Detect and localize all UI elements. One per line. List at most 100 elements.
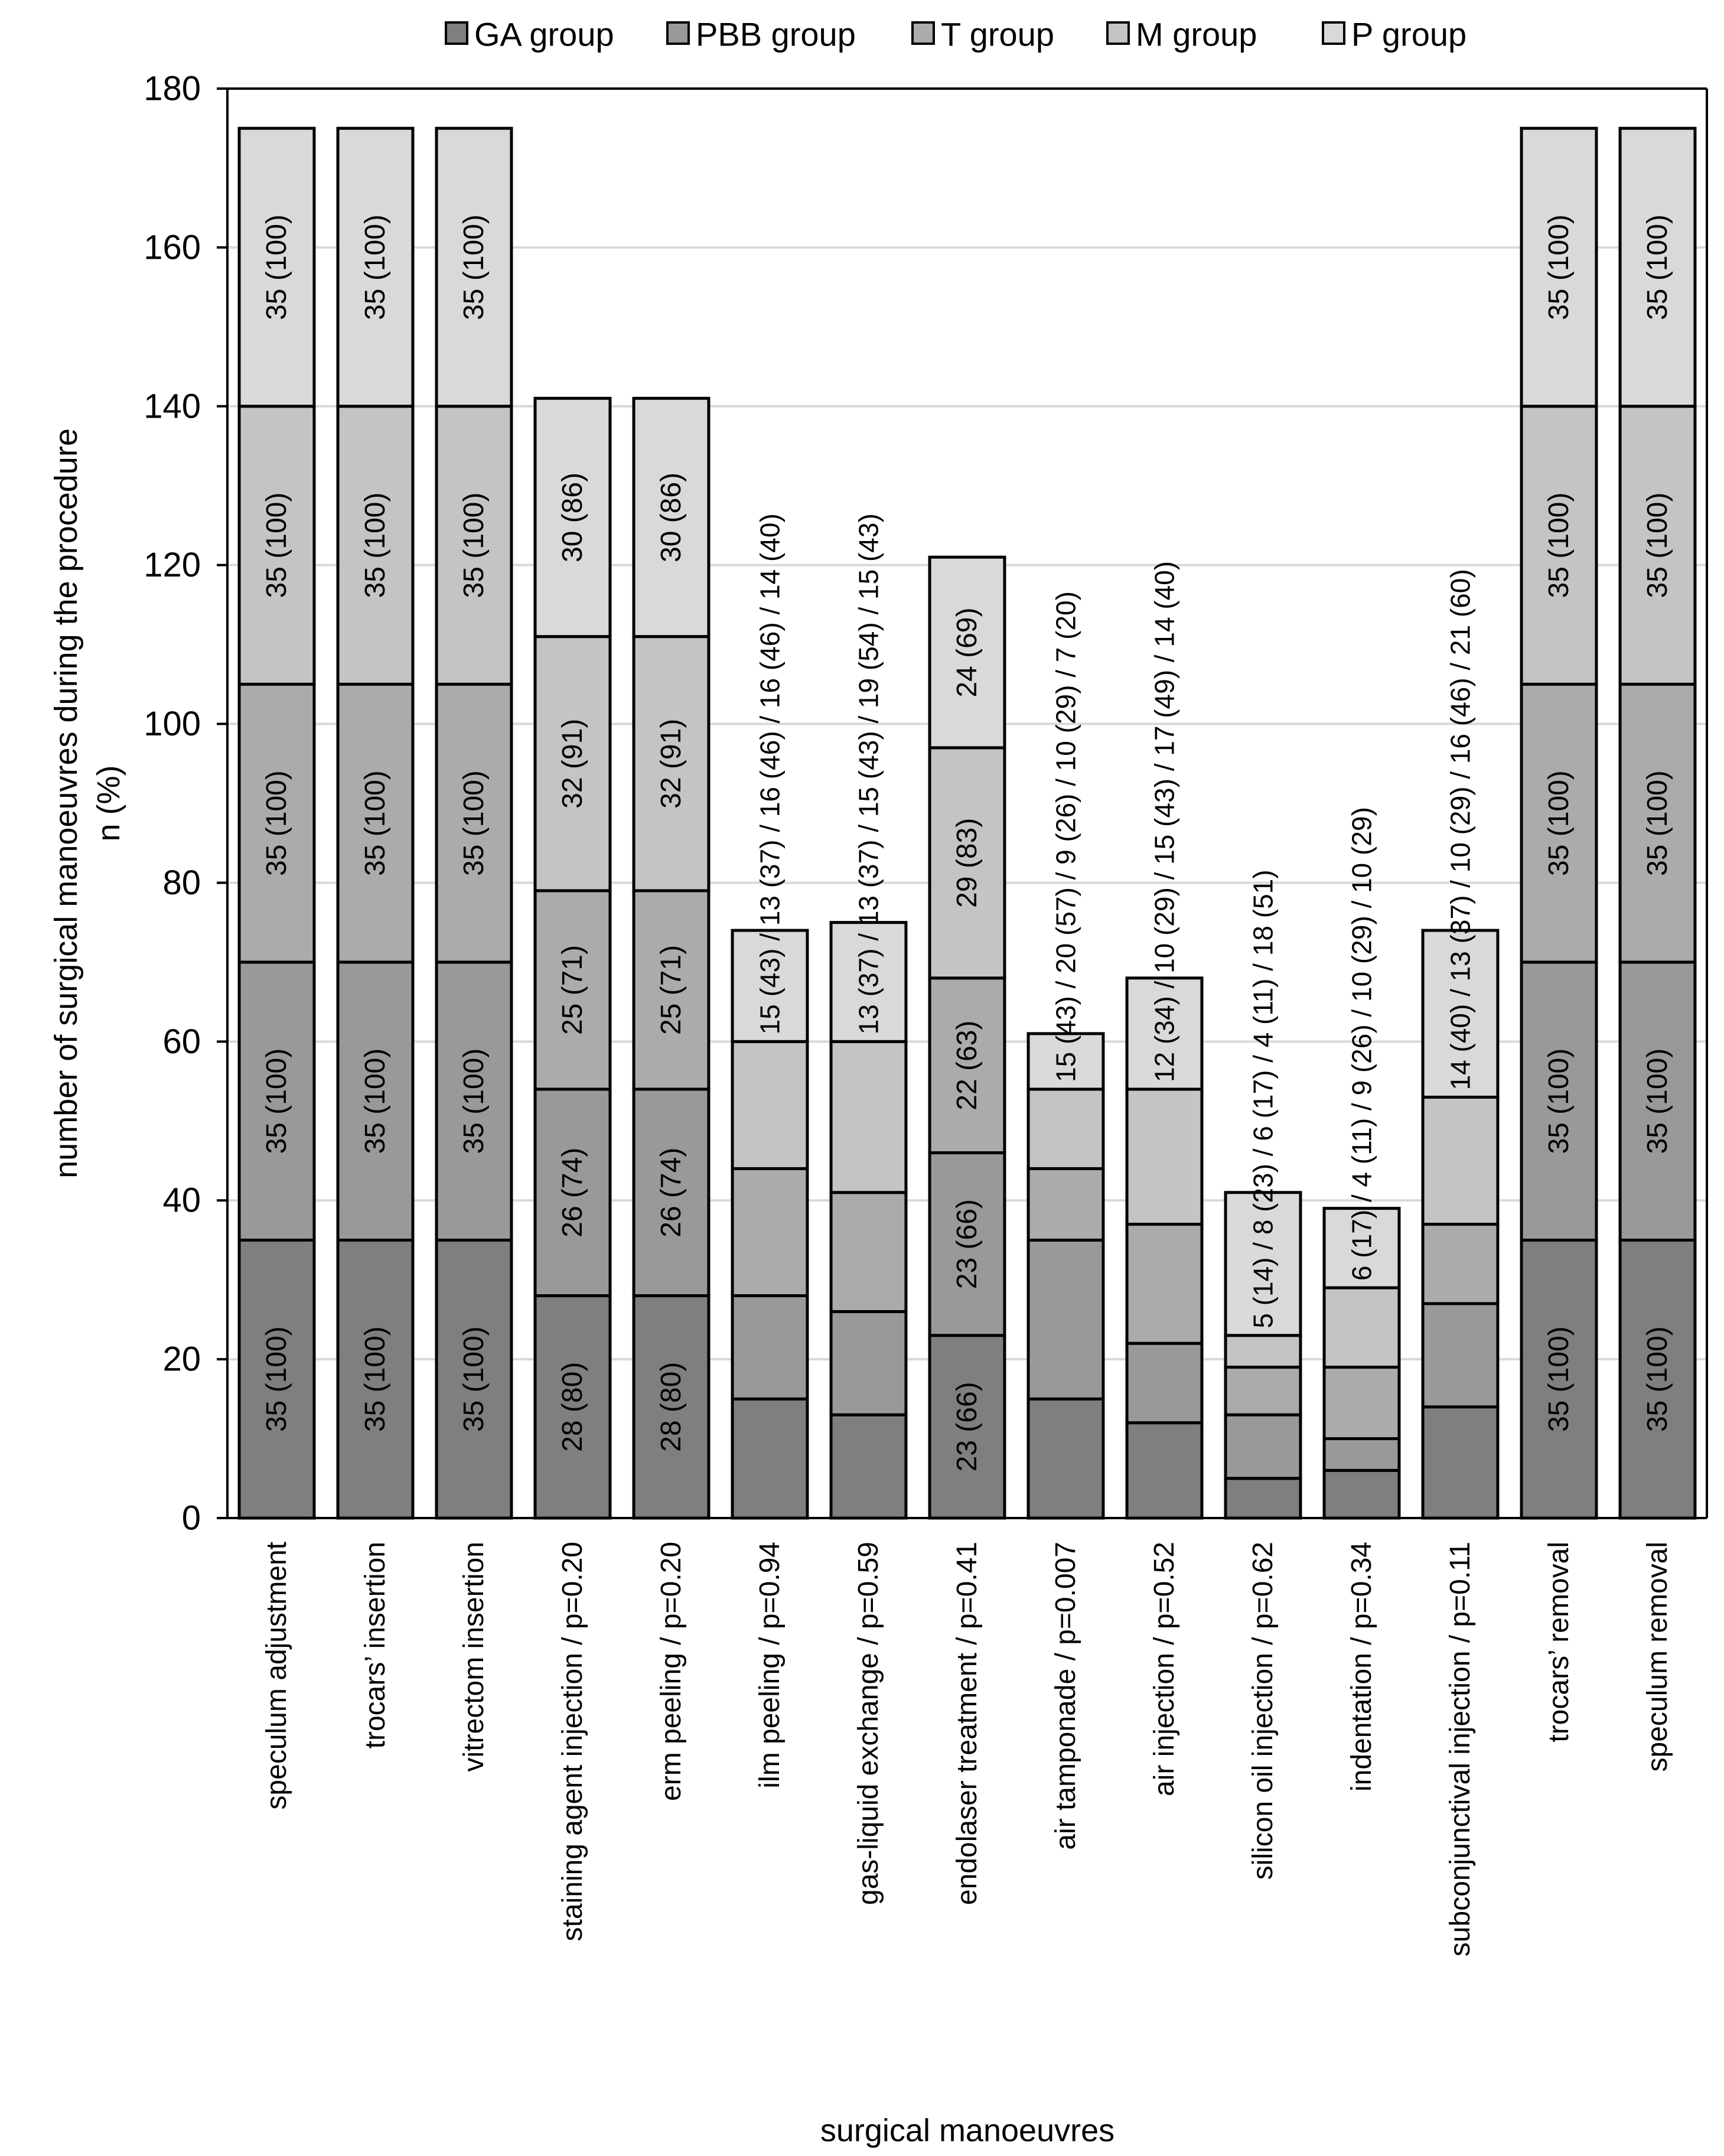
bar-segment-1-2: [336, 682, 415, 964]
bar-annotation-8: 15 (43) / 20 (57) / 9 (26) / 10 (29) / 7…: [1051, 591, 1081, 1082]
x-tick-label-3: staining agent injection / p=0.20: [557, 1542, 588, 1942]
bar-annotation-6: 13 (37) / 13 (37) / 15 (43) / 19 (54) / …: [853, 513, 884, 1034]
x-tick-label-5: ilm peeling / p=0.94: [754, 1542, 786, 1789]
x-tick-labels: speculum adjustment trocars’ insertion vit…: [261, 1542, 1673, 1956]
segment-label-7-3: 29 (83): [951, 818, 983, 908]
x-tick-label-13: trocars’ removal: [1543, 1542, 1575, 1743]
bar-segment-13-3: [1520, 405, 1598, 686]
bar-segment-6-1: [829, 1310, 908, 1416]
bar-segment-13-0: [1520, 1238, 1598, 1520]
bar-segment-5-1: [731, 1294, 809, 1401]
segment-label-3-3: 32 (91): [557, 719, 588, 809]
x-tick-label-6: gas-liquid exchange / p=0.59: [853, 1542, 884, 1905]
bar-segment-0-4: [237, 126, 316, 408]
x-tick-label-10: silicon oil injection / p=0.62: [1247, 1542, 1279, 1880]
bar-segment-6-4: [829, 921, 908, 1043]
bar-segment-13-1: [1520, 960, 1598, 1242]
bar-annotation-11: 6 (17) / 4 (11) / 9 (26) / 10 (29) / 10 …: [1347, 807, 1377, 1281]
y-tick-label-120: 120: [144, 546, 201, 584]
bar-segment-7-4: [928, 555, 1006, 750]
bar-segment-10-3: [1224, 1334, 1302, 1369]
bar-segment-10-1: [1224, 1413, 1302, 1480]
bar-segment-3-0: [533, 1294, 612, 1520]
bar-annotation-10: 5 (14) / 8 (23) / 6 (17) / 4 (11) / 18 (…: [1248, 869, 1279, 1328]
bar-segment-7-1: [928, 1151, 1006, 1337]
x-tick-label-4: erm peeling / p=0.20: [656, 1542, 687, 1801]
y-axis-title-line-0: number of surgical manoeuvres during the…: [48, 428, 84, 1178]
segment-label-0-3: 35 (100): [261, 493, 292, 598]
segment-label-7-4: 24 (69): [951, 608, 983, 698]
x-tick-label-2: vitrectom insertion: [458, 1542, 490, 1771]
bar-segment-8-0: [1026, 1397, 1105, 1520]
segment-label-14-2: 35 (100): [1642, 770, 1673, 876]
bar-segment-1-1: [336, 960, 415, 1242]
segment-label-0-1: 35 (100): [261, 1048, 292, 1154]
segment-label-0-2: 35 (100): [261, 770, 292, 876]
segment-label-7-0: 23 (66): [951, 1382, 983, 1471]
bar-segment-5-4: [731, 929, 809, 1043]
bar-segment-10-2: [1224, 1366, 1302, 1416]
bar-segment-14-2: [1618, 682, 1697, 964]
bar-segment-11-2: [1322, 1366, 1401, 1441]
bar-segment-8-1: [1026, 1238, 1105, 1401]
x-tick-label-7: endolaser treatment / p=0.41: [951, 1542, 983, 1905]
bar-segment-10-4: [1224, 1191, 1302, 1337]
legend-label-2: T group: [941, 16, 1054, 53]
bar-segment-2-4: [435, 126, 513, 408]
y-tick-labels: 0 20 40 60 80 100 120 140 160 180: [144, 70, 201, 1538]
y-tick-label-60: 60: [162, 1022, 201, 1061]
segment-label-1-2: 35 (100): [360, 770, 391, 876]
legend-label-4: P group: [1351, 16, 1466, 53]
bar-segment-12-3: [1421, 1095, 1500, 1226]
y-axis-title: number of surgical manoeuvres during the…: [48, 428, 126, 1178]
x-tick-label-8: air tamponade / p=0.007: [1050, 1542, 1081, 1850]
bar-segment-9-2: [1125, 1223, 1204, 1345]
segment-label-2-4: 35 (100): [458, 214, 490, 320]
segment-label-0-4: 35 (100): [261, 214, 292, 320]
x-tick-label-14: speculum removal: [1642, 1542, 1673, 1771]
segment-label-0-0: 35 (100): [261, 1326, 292, 1432]
segment-label-14-1: 35 (100): [1642, 1048, 1673, 1154]
bar-segment-1-3: [336, 405, 415, 686]
bar-segment-5-2: [731, 1167, 809, 1298]
bar-segment-5-3: [731, 1040, 809, 1170]
bar-segment-4-4: [632, 396, 711, 639]
bar-segment-6-3: [829, 1040, 908, 1194]
legend-swatch-2: [911, 21, 935, 45]
bar-segment-11-0: [1322, 1468, 1401, 1520]
bar-annotations: 15 (43) / 13 (37) / 16 (46) / 16 (46) / …: [755, 513, 1476, 1328]
y-tick-label-160: 160: [144, 228, 201, 266]
bar-segment-13-4: [1520, 126, 1598, 408]
segment-label-7-1: 23 (66): [951, 1199, 983, 1289]
bar-segment-7-3: [928, 746, 1006, 980]
bar-segment-9-1: [1125, 1341, 1204, 1425]
y-tick-label-0: 0: [182, 1499, 201, 1538]
y-tick-label-180: 180: [144, 70, 201, 108]
bar-segment-12-0: [1421, 1405, 1500, 1520]
x-tick-label-9: air injection / p=0.52: [1149, 1542, 1180, 1796]
bar-segment-0-2: [237, 682, 316, 964]
segment-label-3-4: 30 (86): [557, 473, 588, 562]
bar-segment-7-2: [928, 976, 1006, 1155]
bar-annotation-9: 12 (34) / 10 (29) / 15 (43) / 17 (49) / …: [1149, 561, 1180, 1082]
bar-segment-3-3: [533, 635, 612, 893]
bar-annotation-12: 14 (40) / 13 (37) / 10 (29) / 16 (46) / …: [1445, 569, 1476, 1090]
bar-segment-0-3: [237, 405, 316, 686]
bar-segment-12-1: [1421, 1302, 1500, 1409]
bar-segment-4-3: [632, 635, 711, 893]
segment-label-4-4: 30 (86): [656, 473, 687, 562]
segment-label-4-1: 26 (74): [656, 1148, 687, 1237]
bar-segment-3-4: [533, 396, 612, 639]
bar-annotation-5: 15 (43) / 13 (37) / 16 (46) / 16 (46) / …: [755, 513, 786, 1034]
segment-label-4-3: 32 (91): [656, 719, 687, 809]
bar-segment-0-1: [237, 960, 316, 1242]
y-tick-label-140: 140: [144, 387, 201, 425]
bar-segment-14-3: [1618, 405, 1697, 686]
bar-segment-11-4: [1322, 1207, 1401, 1289]
bar-segment-2-1: [435, 960, 513, 1242]
bar-segment-10-0: [1224, 1477, 1302, 1520]
bar-segment-11-3: [1322, 1286, 1401, 1369]
segment-label-3-0: 28 (80): [557, 1362, 588, 1452]
bar-segment-4-0: [632, 1294, 711, 1520]
bar-segment-9-4: [1125, 976, 1204, 1091]
